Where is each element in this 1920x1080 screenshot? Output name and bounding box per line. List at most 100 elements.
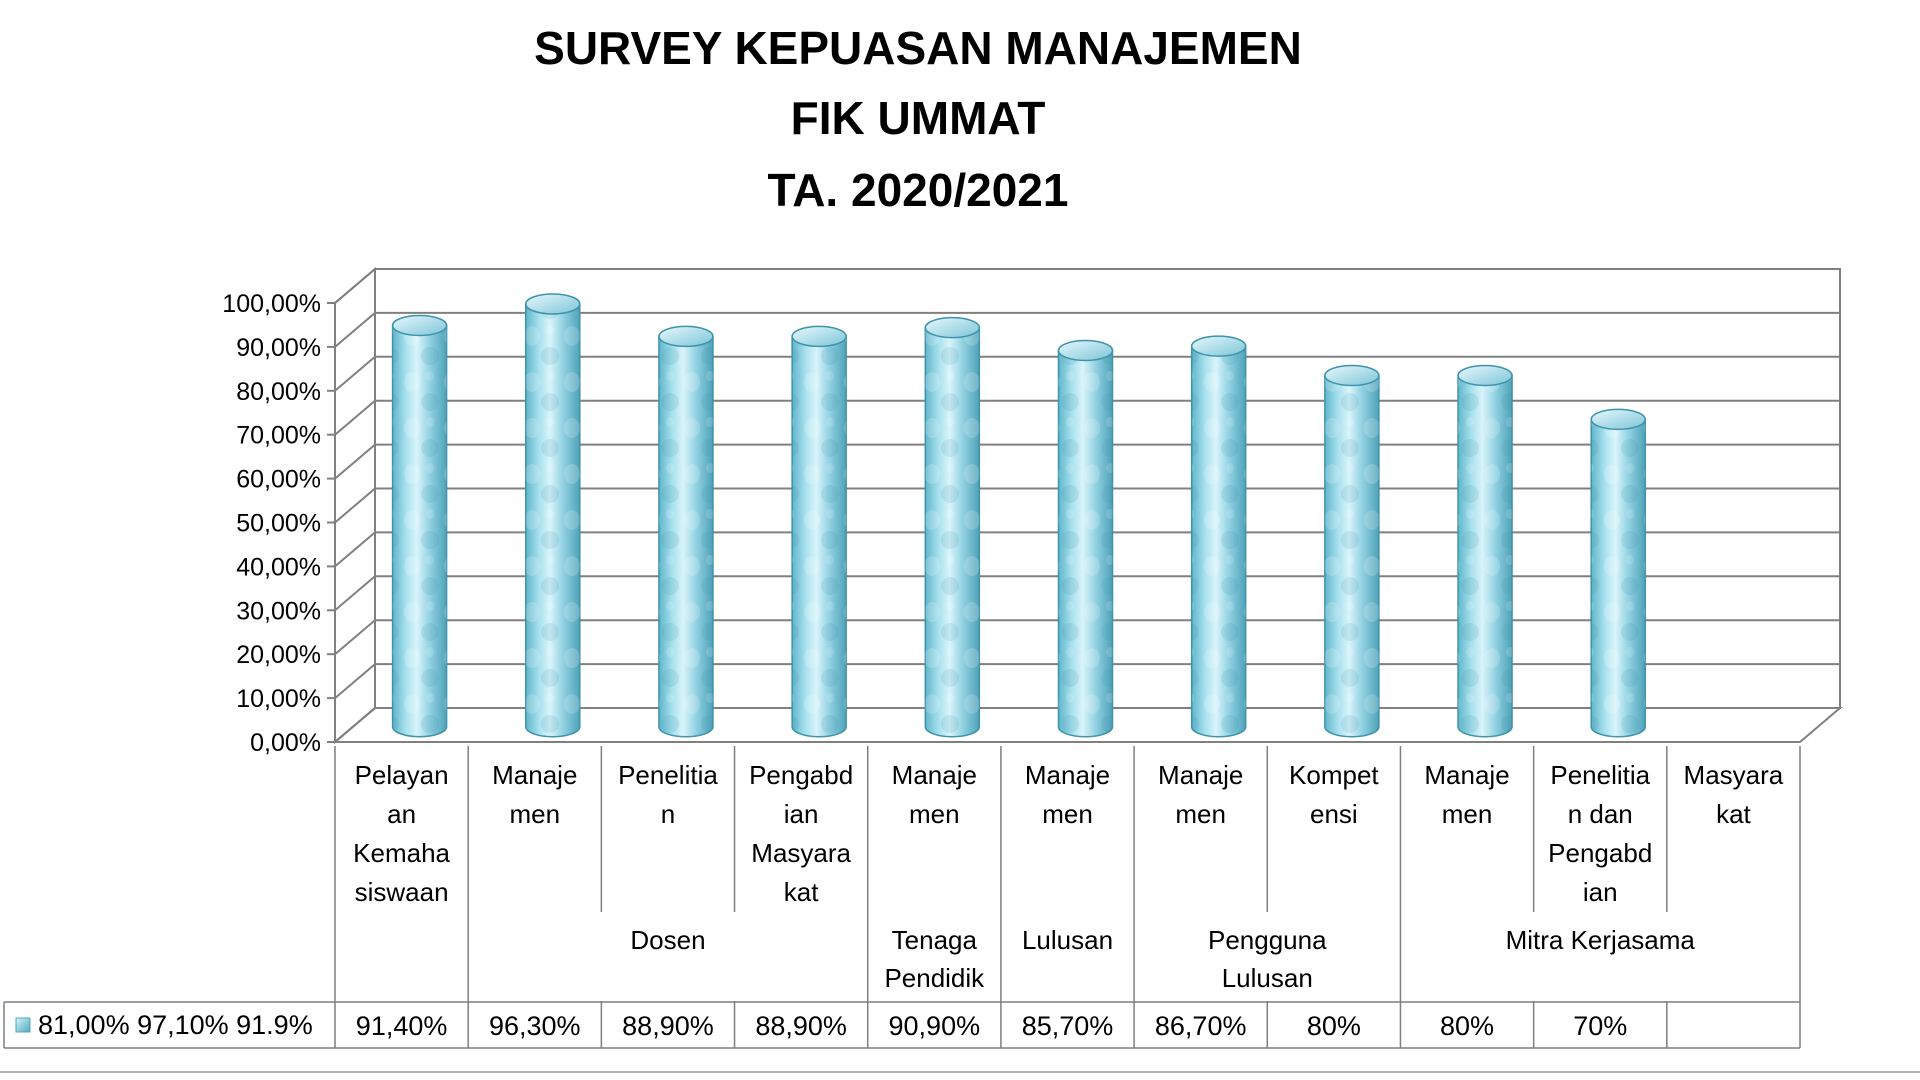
group-label: Lulusan bbox=[1022, 925, 1113, 955]
group-label: Tenaga bbox=[892, 925, 978, 955]
gridline-side bbox=[334, 312, 376, 348]
bar-texture bbox=[1591, 419, 1646, 737]
bar-texture bbox=[392, 325, 447, 737]
x-tick-label: Penelitia bbox=[1550, 760, 1650, 790]
gridline-side bbox=[334, 707, 376, 743]
data-label: 80% bbox=[1440, 1011, 1494, 1041]
gridline-side bbox=[334, 663, 376, 699]
chart-title-line: SURVEY KEPUASAN MANAJEMEN bbox=[534, 22, 1302, 74]
x-tick-label: kat bbox=[784, 877, 819, 907]
gridline-side bbox=[334, 531, 376, 568]
chart-title: SURVEY KEPUASAN MANAJEMEN FIK UMMAT TA. 20… bbox=[534, 22, 1302, 216]
bars bbox=[391, 293, 1646, 738]
bar-texture bbox=[925, 327, 980, 737]
bar bbox=[791, 325, 847, 738]
group-label: Pendidik bbox=[884, 963, 985, 993]
gridline-side bbox=[334, 575, 376, 612]
group-label: Pengguna bbox=[1208, 925, 1327, 955]
x-tick-label: Penelitia bbox=[618, 760, 718, 790]
gridline-side bbox=[334, 443, 376, 480]
legend-swatch bbox=[15, 1017, 31, 1033]
data-table: Pelayan an Kemaha siswaan Manaje men Penelitia… bbox=[0, 746, 1920, 1073]
x-tick-label: kat bbox=[1716, 799, 1751, 829]
x-tick-label: an bbox=[387, 799, 416, 829]
x-tick-label: Kemaha bbox=[353, 838, 450, 868]
x-tick-label: Pelayan bbox=[355, 760, 449, 790]
y-tick-label: 50,00% bbox=[236, 510, 321, 538]
data-label: 85,70% bbox=[1022, 1011, 1114, 1041]
bar-top bbox=[391, 314, 448, 337]
group-label: Lulusan bbox=[1222, 963, 1313, 993]
data-label: 91,40% bbox=[356, 1011, 448, 1041]
y-tick-label: 20,00% bbox=[236, 641, 321, 669]
gridline-side bbox=[334, 487, 376, 524]
bar bbox=[1057, 339, 1114, 738]
data-label: 90,90% bbox=[889, 1011, 981, 1041]
x-tick-label: Manaje bbox=[892, 760, 977, 790]
y-tick-label: 90,00% bbox=[236, 334, 321, 362]
bar-texture bbox=[792, 336, 847, 737]
data-label: 86,70% bbox=[1155, 1011, 1247, 1041]
y-tick-label: 80,00% bbox=[236, 378, 321, 406]
bar bbox=[924, 316, 981, 738]
x-tick-label: Manaje bbox=[1158, 760, 1243, 790]
x-tick-label: Manaje bbox=[492, 760, 577, 790]
bar bbox=[658, 325, 714, 738]
y-tick-label: 30,00% bbox=[236, 597, 321, 625]
bar-top bbox=[1057, 339, 1114, 362]
x-tick-label: siswaan bbox=[355, 877, 449, 907]
y-tick-label: 10,00% bbox=[236, 685, 321, 713]
x-tick-label: men bbox=[909, 799, 960, 829]
bar bbox=[525, 293, 581, 738]
x-tick-label: Pengabd bbox=[1548, 838, 1652, 868]
bar bbox=[1190, 335, 1247, 738]
bar-top bbox=[791, 325, 847, 348]
bar-top bbox=[658, 325, 714, 348]
data-label: 80% bbox=[1307, 1011, 1361, 1041]
bar-texture bbox=[1058, 350, 1113, 737]
gridline-side bbox=[334, 268, 376, 304]
bar bbox=[1457, 364, 1513, 738]
y-tick-label: 0,00% bbox=[250, 729, 321, 757]
group-label: Dosen bbox=[630, 925, 705, 955]
x-tick-label: Masyara bbox=[1684, 760, 1784, 790]
bar-top bbox=[1324, 364, 1380, 387]
x-tick-label: men bbox=[509, 799, 560, 829]
x-tick-label: Pengabd bbox=[749, 760, 853, 790]
bar bbox=[1324, 364, 1380, 738]
y-tick-label: 40,00% bbox=[236, 553, 321, 581]
x-tick-label: men bbox=[1442, 799, 1493, 829]
bar-texture bbox=[658, 336, 713, 737]
chart-title-line: FIK UMMAT bbox=[791, 92, 1046, 144]
data-label: 70% bbox=[1573, 1011, 1627, 1041]
bar-top bbox=[1457, 364, 1513, 387]
x-tick-label: Manaje bbox=[1424, 760, 1509, 790]
bar-top bbox=[525, 293, 581, 315]
group-label: Mitra Kerjasama bbox=[1506, 925, 1696, 955]
bar-texture bbox=[525, 303, 580, 737]
x-tick-label: n bbox=[661, 799, 675, 829]
bar-top bbox=[1190, 335, 1247, 357]
x-tick-label: men bbox=[1042, 799, 1093, 829]
x-tick-label: ensi bbox=[1310, 799, 1358, 829]
bar-texture bbox=[1191, 346, 1246, 737]
y-axis: 0,00% 10,00% 20,00% 30,00% 40,00% 50,00% 60,00… bbox=[222, 290, 335, 757]
x-tick-label: ian bbox=[784, 799, 819, 829]
y-tick-label: 60,00% bbox=[236, 466, 321, 494]
y-tick-label: 70,00% bbox=[236, 422, 321, 450]
gridline-side bbox=[334, 399, 376, 436]
bar bbox=[1590, 408, 1646, 738]
x-tick-label: Kompet bbox=[1289, 760, 1379, 790]
x-tick-label: Manaje bbox=[1025, 760, 1110, 790]
x-tick-label: ian bbox=[1583, 877, 1618, 907]
gridline-side bbox=[334, 356, 376, 392]
data-label: 96,30% bbox=[489, 1011, 581, 1041]
bar-top bbox=[1590, 408, 1646, 431]
x-tick-label: men bbox=[1175, 799, 1226, 829]
data-label: 88,90% bbox=[622, 1011, 714, 1041]
x-tick-label: Masyara bbox=[751, 838, 851, 868]
x-tick-label: n dan bbox=[1568, 799, 1633, 829]
bar-texture bbox=[1324, 375, 1379, 737]
bar-top bbox=[924, 316, 981, 339]
